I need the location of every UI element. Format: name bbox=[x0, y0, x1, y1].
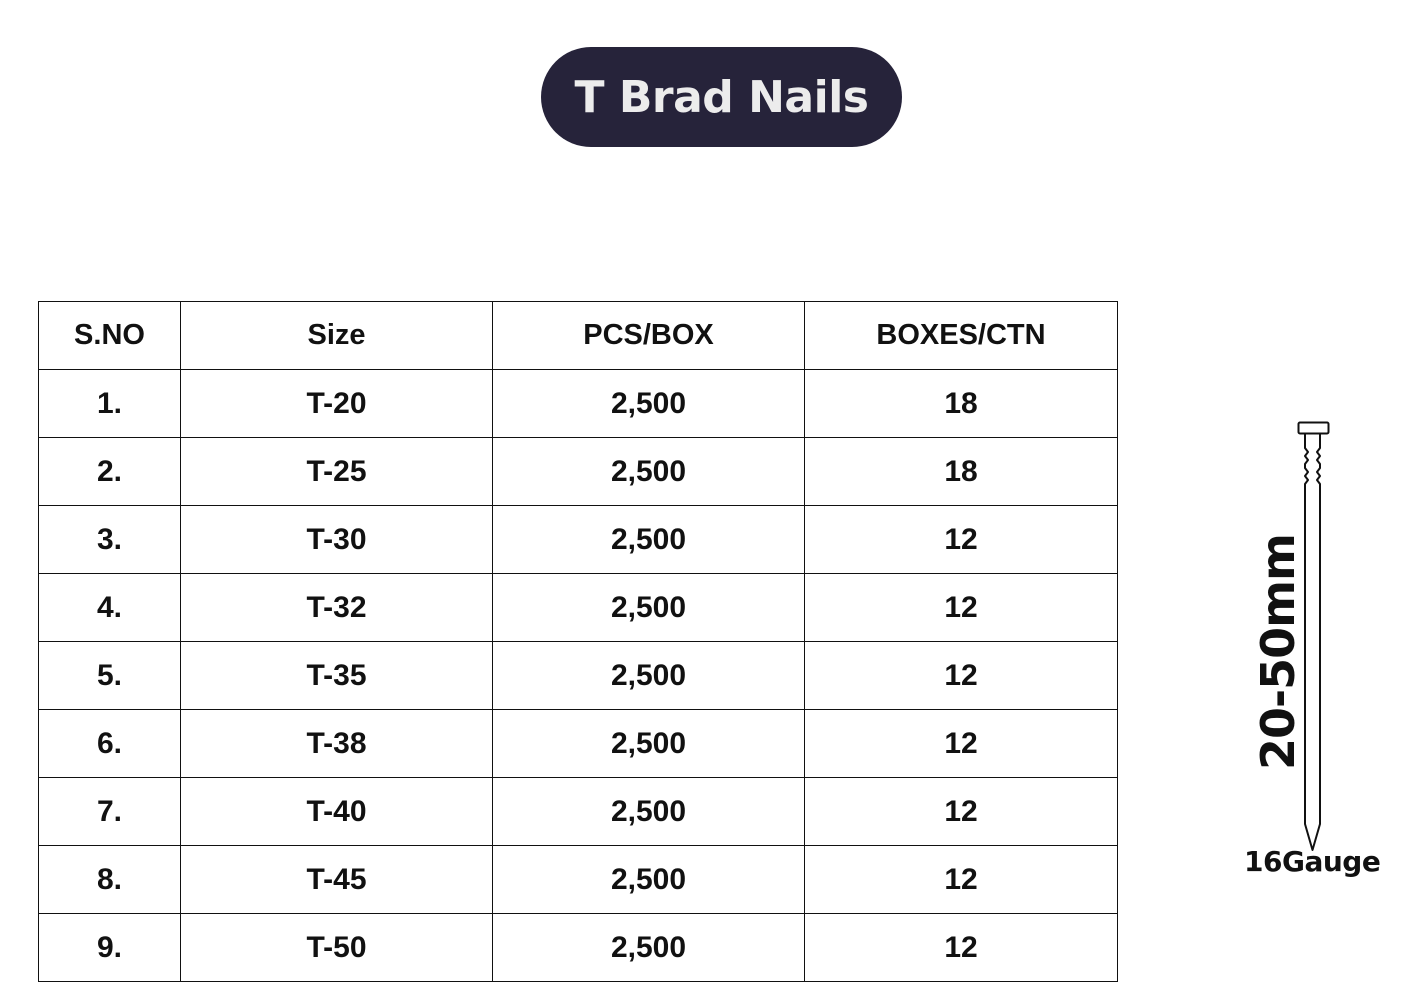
table-header-row: S.NO Size PCS/BOX BOXES/CTN bbox=[38, 301, 1118, 370]
nail-gauge-label: 16Gauge bbox=[1244, 845, 1381, 878]
cell-sno: 1. bbox=[38, 369, 181, 438]
cell-pcs-per-box: 2,500 bbox=[492, 777, 805, 846]
header-sno: S.NO bbox=[38, 301, 181, 370]
cell-size: T-32 bbox=[180, 573, 493, 642]
cell-boxes-per-carton: 18 bbox=[804, 437, 1118, 506]
cell-sno: 5. bbox=[38, 641, 181, 710]
cell-boxes-per-carton: 12 bbox=[804, 573, 1118, 642]
cell-pcs-per-box: 2,500 bbox=[492, 505, 805, 574]
cell-pcs-per-box: 2,500 bbox=[492, 913, 805, 982]
cell-pcs-per-box: 2,500 bbox=[492, 437, 805, 506]
cell-size: T-38 bbox=[180, 709, 493, 778]
cell-size: T-30 bbox=[180, 505, 493, 574]
cell-size: T-35 bbox=[180, 641, 493, 710]
table-row: 7. T-40 2,500 12 bbox=[38, 777, 1118, 846]
table-row: 6. T-38 2,500 12 bbox=[38, 709, 1118, 778]
table-row: 4. T-32 2,500 12 bbox=[38, 573, 1118, 642]
page-title: T Brad Nails bbox=[574, 71, 869, 123]
cell-sno: 2. bbox=[38, 437, 181, 506]
header-pcs-per-box: PCS/BOX bbox=[492, 301, 805, 370]
cell-boxes-per-carton: 18 bbox=[804, 369, 1118, 438]
cell-boxes-per-carton: 12 bbox=[804, 709, 1118, 778]
cell-pcs-per-box: 2,500 bbox=[492, 641, 805, 710]
cell-pcs-per-box: 2,500 bbox=[492, 709, 805, 778]
cell-boxes-per-carton: 12 bbox=[804, 505, 1118, 574]
cell-boxes-per-carton: 12 bbox=[804, 777, 1118, 846]
cell-pcs-per-box: 2,500 bbox=[492, 573, 805, 642]
cell-pcs-per-box: 2,500 bbox=[492, 369, 805, 438]
cell-size: T-45 bbox=[180, 845, 493, 914]
cell-sno: 9. bbox=[38, 913, 181, 982]
page-title-badge: T Brad Nails bbox=[541, 47, 902, 147]
cell-sno: 7. bbox=[38, 777, 181, 846]
cell-size: T-20 bbox=[180, 369, 493, 438]
header-boxes-per-carton: BOXES/CTN bbox=[804, 301, 1118, 370]
table-row: 8. T-45 2,500 12 bbox=[38, 845, 1118, 914]
cell-sno: 6. bbox=[38, 709, 181, 778]
table-row: 5. T-35 2,500 12 bbox=[38, 641, 1118, 710]
nails-spec-table: S.NO Size PCS/BOX BOXES/CTN 1. T-20 2,50… bbox=[38, 301, 1118, 982]
brad-nail-icon bbox=[1297, 421, 1330, 851]
table-row: 9. T-50 2,500 12 bbox=[38, 913, 1118, 982]
nail-diagram bbox=[1240, 418, 1400, 888]
cell-sno: 3. bbox=[38, 505, 181, 574]
cell-sno: 4. bbox=[38, 573, 181, 642]
cell-pcs-per-box: 2,500 bbox=[492, 845, 805, 914]
cell-size: T-50 bbox=[180, 913, 493, 982]
cell-boxes-per-carton: 12 bbox=[804, 845, 1118, 914]
cell-sno: 8. bbox=[38, 845, 181, 914]
header-size: Size bbox=[180, 301, 493, 370]
table-row: 1. T-20 2,500 18 bbox=[38, 369, 1118, 438]
nail-length-label: 20-50mm bbox=[1251, 534, 1305, 770]
cell-boxes-per-carton: 12 bbox=[804, 641, 1118, 710]
table-row: 2. T-25 2,500 18 bbox=[38, 437, 1118, 506]
cell-boxes-per-carton: 12 bbox=[804, 913, 1118, 982]
table-row: 3. T-30 2,500 12 bbox=[38, 505, 1118, 574]
cell-size: T-25 bbox=[180, 437, 493, 506]
cell-size: T-40 bbox=[180, 777, 493, 846]
